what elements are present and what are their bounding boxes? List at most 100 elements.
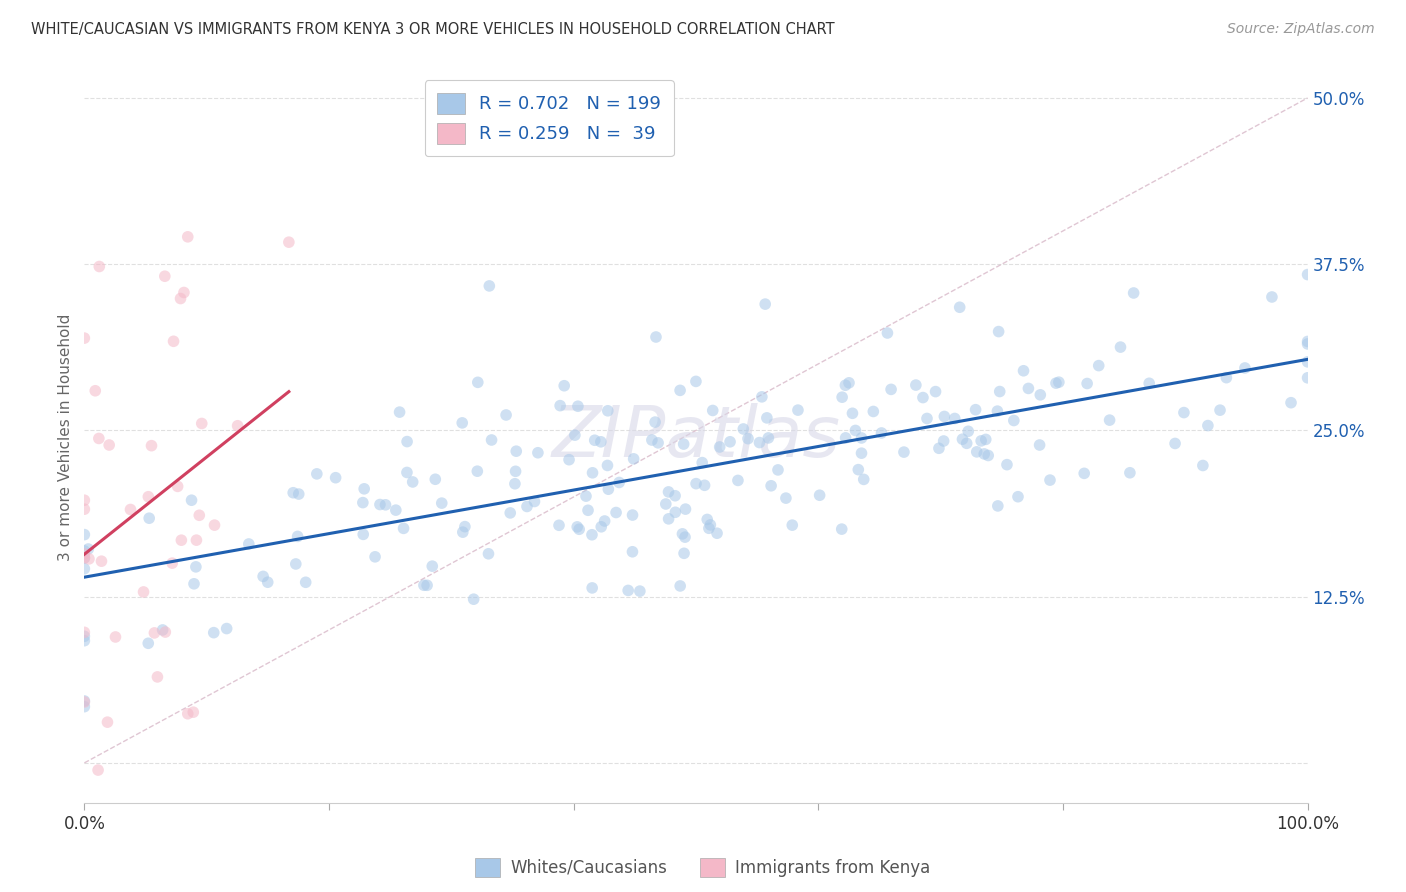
Point — [287, 487, 309, 501]
Point — [699, 517, 721, 532]
Point — [621, 545, 644, 559]
Point — [564, 428, 586, 442]
Point — [1296, 334, 1319, 349]
Point — [965, 402, 987, 417]
Point — [685, 375, 707, 389]
Point — [693, 478, 716, 492]
Point — [893, 445, 915, 459]
Point — [596, 458, 619, 473]
Point — [1045, 376, 1067, 391]
Point — [1017, 381, 1039, 395]
Point — [153, 269, 176, 284]
Point — [162, 334, 184, 349]
Point — [136, 636, 159, 650]
Point — [598, 482, 620, 496]
Text: WHITE/CAUCASIAN VS IMMIGRANTS FROM KENYA 3 OR MORE VEHICLES IN HOUSEHOLD CORRELA: WHITE/CAUCASIAN VS IMMIGRANTS FROM KENYA… — [31, 22, 835, 37]
Point — [755, 410, 778, 425]
Point — [146, 670, 169, 684]
Point — [190, 417, 212, 431]
Point — [277, 235, 299, 250]
Point — [294, 575, 316, 590]
Point — [84, 384, 107, 398]
Point — [1215, 370, 1237, 384]
Point — [364, 549, 387, 564]
Point — [204, 518, 226, 533]
Point — [416, 578, 439, 592]
Point — [96, 715, 118, 730]
Point — [1039, 473, 1062, 487]
Point — [664, 505, 686, 519]
Point — [787, 403, 810, 417]
Point — [180, 493, 202, 508]
Point — [737, 432, 759, 446]
Legend: Whites/Caucasians, Immigrants from Kenya: Whites/Caucasians, Immigrants from Kenya — [468, 851, 938, 884]
Point — [226, 418, 249, 433]
Point — [862, 404, 884, 418]
Point — [402, 475, 425, 489]
Point — [256, 575, 278, 590]
Point — [766, 463, 789, 477]
Point — [623, 451, 645, 466]
Point — [141, 439, 163, 453]
Point — [77, 541, 100, 556]
Point — [706, 526, 728, 541]
Point — [287, 529, 309, 543]
Point — [1098, 413, 1121, 427]
Point — [844, 424, 866, 438]
Point — [589, 434, 612, 449]
Point — [1296, 268, 1319, 282]
Point — [645, 330, 668, 344]
Point — [143, 626, 166, 640]
Point — [851, 431, 873, 445]
Point — [575, 489, 598, 503]
Point — [188, 508, 211, 523]
Point — [73, 502, 96, 516]
Point — [851, 446, 873, 460]
Point — [1173, 406, 1195, 420]
Point — [846, 462, 869, 476]
Point — [169, 292, 191, 306]
Point — [591, 520, 613, 534]
Point — [658, 512, 681, 526]
Point — [943, 411, 966, 425]
Point — [1047, 375, 1070, 389]
Point — [558, 452, 581, 467]
Point — [477, 547, 499, 561]
Point — [166, 479, 188, 493]
Point — [952, 432, 974, 446]
Point — [352, 495, 374, 509]
Point — [186, 533, 208, 548]
Point — [748, 435, 770, 450]
Point — [973, 447, 995, 461]
Point — [392, 521, 415, 535]
Point — [98, 438, 121, 452]
Point — [987, 499, 1010, 513]
Point — [934, 409, 956, 424]
Point — [932, 434, 955, 448]
Point — [727, 474, 749, 488]
Point — [1197, 418, 1219, 433]
Point — [669, 384, 692, 398]
Point — [173, 285, 195, 300]
Point — [499, 506, 522, 520]
Point — [605, 506, 627, 520]
Point — [628, 584, 651, 599]
Point — [957, 425, 980, 439]
Point — [325, 471, 347, 485]
Point — [1279, 395, 1302, 409]
Point — [1296, 371, 1319, 385]
Point — [454, 519, 477, 533]
Point — [576, 503, 599, 517]
Point — [1028, 438, 1050, 452]
Point — [621, 508, 644, 522]
Point — [467, 376, 489, 390]
Y-axis label: 3 or more Vehicles in Household: 3 or more Vehicles in Household — [58, 313, 73, 561]
Point — [388, 405, 411, 419]
Point — [838, 376, 860, 390]
Point — [709, 440, 731, 454]
Point — [751, 390, 773, 404]
Point — [758, 431, 780, 445]
Point — [1209, 403, 1232, 417]
Point — [527, 446, 550, 460]
Point — [831, 390, 853, 404]
